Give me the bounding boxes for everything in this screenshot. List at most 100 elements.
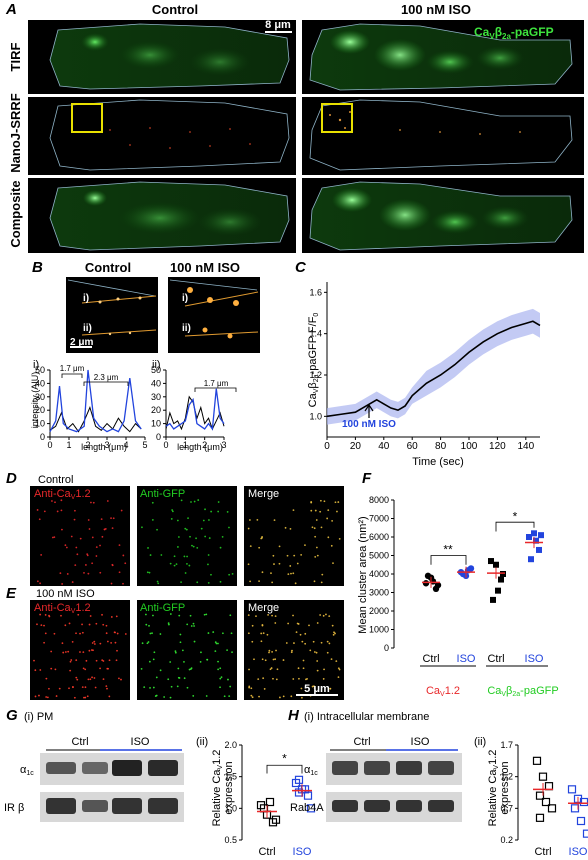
cluster-dot	[261, 536, 263, 539]
cluster-dot	[313, 685, 315, 688]
bp1-xtick-label: 0	[47, 440, 52, 450]
f-ytick-label: 6000	[369, 532, 389, 542]
cluster-dot	[217, 642, 219, 645]
g-point	[271, 815, 281, 824]
cluster-dot	[200, 527, 203, 530]
cluster-dot	[33, 659, 35, 662]
cluster-dot	[51, 536, 54, 539]
plot-ii-label: ii)	[152, 359, 161, 371]
cluster-dot	[88, 528, 91, 530]
panel-b-control-image	[66, 277, 158, 353]
cluster-dot	[91, 642, 94, 644]
cluster-dot	[231, 651, 233, 654]
cluster-dot	[91, 676, 93, 679]
cluster-dot	[319, 499, 322, 502]
bp2-xtick-label: 1	[183, 440, 188, 450]
cluster-dot	[190, 667, 193, 670]
cluster-dot	[313, 580, 316, 583]
cluster-dot	[95, 659, 98, 662]
cluster-dot	[322, 678, 325, 680]
cluster-dot	[39, 613, 42, 616]
cluster-dot	[207, 581, 210, 584]
f-ytick-label: 8000	[369, 495, 389, 505]
cluster-dot	[271, 650, 273, 653]
cluster-dot	[185, 528, 188, 531]
panel-g-blot-irbeta	[40, 792, 184, 822]
cluster-dot	[171, 509, 174, 511]
cluster-dot	[282, 695, 285, 698]
cluster-dot	[101, 613, 103, 616]
cluster-dot	[83, 571, 85, 574]
f-point	[490, 596, 496, 603]
cluster-dot	[155, 676, 158, 679]
cluster-dot	[101, 659, 104, 662]
roi-i-iso: i)	[182, 293, 188, 304]
cluster-dot	[95, 622, 98, 625]
cluster-dot	[90, 501, 92, 504]
cluster-dot	[212, 631, 215, 633]
cluster-dot	[48, 615, 51, 618]
panel-a-letter: A	[5, 1, 17, 18]
bp1-ytick-label: 50	[35, 365, 45, 375]
panel-h-ylabel2: expression	[499, 761, 511, 814]
cluster-dot	[262, 632, 265, 635]
panel-e-ch3-label: Merge	[248, 602, 279, 614]
nanoj-iso-image	[302, 97, 584, 175]
cluster-dot	[333, 631, 335, 634]
cluster-dot	[111, 563, 114, 566]
cluster-dot	[315, 651, 318, 654]
f-point	[500, 571, 506, 577]
cluster-dot	[48, 687, 50, 690]
cluster-dot	[313, 651, 316, 653]
bp1-xtick-label: 3	[104, 440, 109, 450]
cluster-dot	[332, 562, 334, 564]
cluster-dot	[249, 580, 252, 583]
cluster-dot	[115, 615, 118, 618]
cluster-dot	[68, 687, 70, 690]
cluster-dot	[92, 501, 95, 504]
cluster-dot	[248, 686, 251, 689]
cluster-dot	[180, 499, 183, 502]
cluster-dot	[46, 696, 49, 699]
cluster-dot	[88, 649, 91, 652]
cluster-dot	[159, 669, 162, 672]
cluster-dot	[332, 633, 335, 636]
cluster-dot	[219, 686, 221, 689]
cluster-dot	[291, 649, 293, 652]
cluster-dot	[319, 510, 322, 513]
bp2-iso-trace	[165, 388, 225, 431]
cluster-dot	[120, 678, 122, 681]
cluster-dot	[331, 624, 334, 627]
scale-bar-5um-label: 5 μm	[304, 683, 330, 695]
cluster-dot	[81, 686, 84, 688]
cluster-dot	[144, 613, 147, 616]
cluster-dot	[214, 641, 217, 644]
cluster-dot	[118, 571, 121, 574]
f-point	[424, 572, 432, 580]
cluster-dot	[167, 678, 170, 681]
cluster-dot	[108, 659, 111, 662]
cluster-dot	[268, 651, 270, 654]
cluster-dot	[248, 685, 251, 688]
cluster-dot	[44, 632, 47, 635]
g-cat-label: ISO	[293, 846, 312, 858]
cluster-dot	[260, 632, 263, 635]
cluster-dot	[102, 678, 105, 681]
cluster-dot	[122, 554, 125, 557]
cluster-dot	[169, 696, 172, 699]
c-xtick-label: 60	[407, 441, 419, 452]
cluster-dot	[284, 526, 287, 529]
cluster-dot	[230, 632, 233, 635]
cluster-dot	[61, 642, 64, 645]
cluster-dot	[83, 696, 85, 699]
panel-f-group2-label: CaVβ2a-paGFP	[487, 685, 558, 698]
cluster-dot	[61, 583, 64, 585]
cluster-dot	[273, 519, 276, 522]
cluster-dot	[202, 519, 205, 522]
cluster-dot	[88, 623, 91, 626]
panel-g-letter: G	[6, 707, 18, 724]
cluster-dot	[219, 580, 222, 583]
cluster-dot	[251, 624, 254, 627]
cluster-dot	[292, 509, 295, 512]
cluster-dot	[91, 562, 94, 565]
